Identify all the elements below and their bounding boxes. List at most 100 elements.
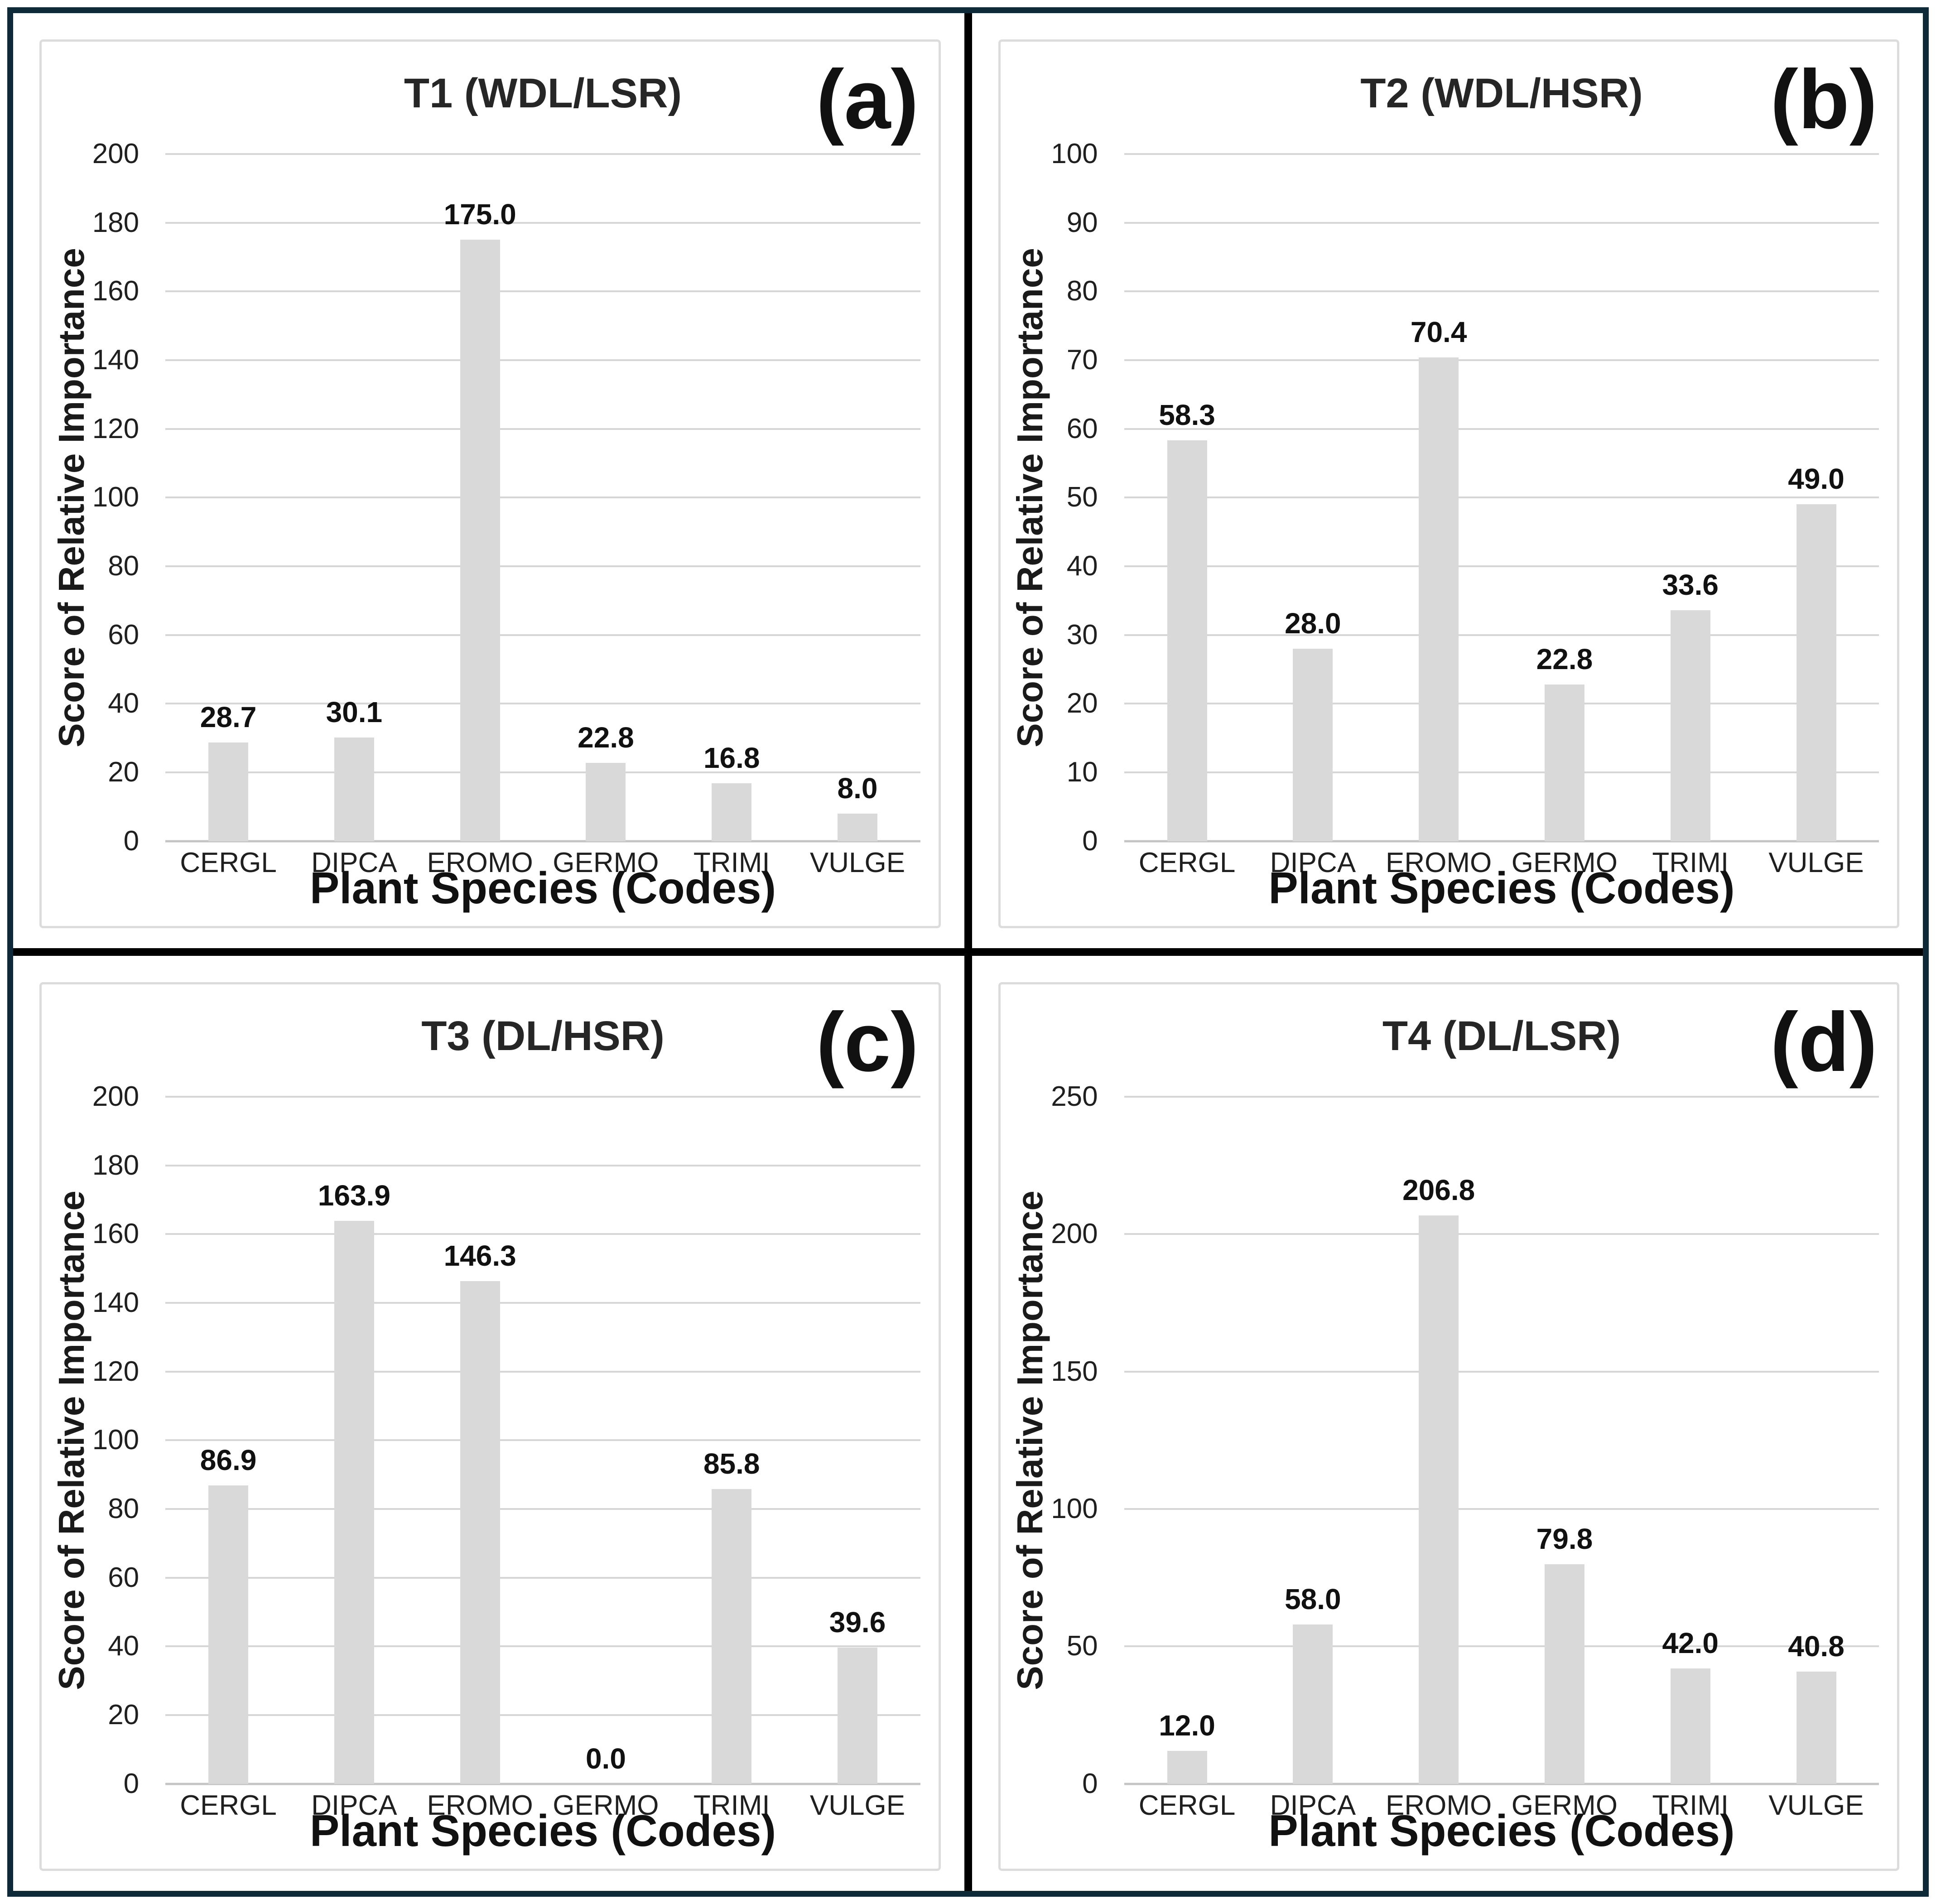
chart-panel-d: T4 (DL/LSR) (d) Score of Relative Import… <box>972 956 1923 1891</box>
x-axis-title: Plant Species (Codes) <box>1268 863 1735 913</box>
chart-panel-b: T2 (WDL/HSR) (b) Score of Relative Impor… <box>972 13 1923 948</box>
y-tick-label: 160 <box>92 275 140 307</box>
bar-vulge <box>838 813 878 841</box>
value-label-dipca: 163.9 <box>318 1179 390 1212</box>
value-label-trimi: 16.8 <box>703 742 760 775</box>
value-label-trimi: 42.0 <box>1662 1626 1719 1659</box>
plot-area: 0 50 100 150 200 250 12.0 CERGL 58.0 DIPCA 206.8 ER… <box>1051 1082 1879 1821</box>
plot-area: 0 20 40 60 80 100 120 140 160 180 200 28.7 CERGL 30.1… <box>92 140 920 878</box>
value-label-germo: 0.0 <box>585 1742 626 1775</box>
plot-area: 0 20 40 60 80 100 120 140 160 180 200 86.9 CERGL 163.… <box>92 1082 920 1821</box>
gridline <box>1124 1370 1879 1373</box>
y-tick-label: 40 <box>108 1630 140 1662</box>
y-tick-label: 100 <box>92 1424 140 1456</box>
gridline <box>1124 290 1879 293</box>
gridline <box>165 1370 920 1373</box>
gridline <box>165 359 920 361</box>
y-tick-label: 250 <box>1051 1080 1098 1112</box>
gridline <box>165 1576 920 1579</box>
chart-title: T4 (DL/LSR) <box>1382 1013 1621 1060</box>
y-tick-label: 20 <box>108 756 140 788</box>
bar-dipca <box>1293 1624 1333 1784</box>
bar-dipca <box>334 737 374 841</box>
y-tick-label: 200 <box>92 138 140 169</box>
x-tick-label-eromo: EROMO <box>1386 847 1492 878</box>
bar-trimi <box>712 783 752 841</box>
bar-cergl <box>1167 440 1207 841</box>
gridline <box>1124 222 1879 224</box>
panel-letter: (d) <box>1770 996 1878 1089</box>
bar-eromo <box>460 1281 500 1784</box>
bar-cergl <box>208 742 249 841</box>
x-tick-label-trimi: TRIMI <box>693 847 770 878</box>
bar-eromo <box>460 240 500 841</box>
y-tick-label: 30 <box>1066 619 1098 651</box>
x-tick-label-vulge: VULGE <box>1768 1789 1864 1821</box>
gridline <box>165 1645 920 1648</box>
x-tick-label-cergl: CERGL <box>1138 847 1236 878</box>
chart-box-a: T1 (WDL/LSR) (a) Score of Relative Impor… <box>39 39 941 928</box>
y-axis-title: Score of Relative Importance <box>1010 247 1050 747</box>
gridline <box>165 496 920 499</box>
value-label-germo: 22.8 <box>1536 642 1593 675</box>
gridline <box>165 1783 920 1785</box>
gridline <box>165 1714 920 1716</box>
chart-box-d: T4 (DL/LSR) (d) Score of Relative Import… <box>998 982 1899 1871</box>
x-tick-label-vulge: VULGE <box>809 1789 905 1821</box>
y-axis-title: Score of Relative Importance <box>51 1190 92 1690</box>
value-label-germo: 22.8 <box>578 721 634 754</box>
value-label-cergl: 12.0 <box>1159 1709 1215 1742</box>
value-label-vulge: 8.0 <box>837 771 878 805</box>
value-label-vulge: 49.0 <box>1788 463 1844 496</box>
y-tick-label: 140 <box>92 1287 140 1318</box>
bar-germo <box>1544 1564 1584 1784</box>
x-tick-label-germo: GERMO <box>1511 1789 1618 1821</box>
gridline <box>1124 565 1879 567</box>
x-tick-label-cergl: CERGL <box>180 1789 277 1821</box>
value-label-germo: 79.8 <box>1536 1523 1593 1556</box>
gridline <box>1124 359 1879 361</box>
chart-box-b: T2 (WDL/HSR) (b) Score of Relative Impor… <box>998 39 1899 928</box>
gridline <box>1124 1233 1879 1235</box>
y-tick-label: 200 <box>1051 1218 1098 1250</box>
chart-panel-c: T3 (DL/HSR) (c) Score of Relative Import… <box>13 956 964 1891</box>
x-tick-label-trimi: TRIMI <box>1652 847 1729 878</box>
x-tick-label-vulge: VULGE <box>809 847 905 878</box>
y-tick-label: 60 <box>1066 413 1098 444</box>
gridline <box>1124 428 1879 430</box>
y-tick-label: 0 <box>123 825 140 857</box>
gridline <box>165 222 920 224</box>
bar-germo <box>1544 684 1584 841</box>
panel-letter: (b) <box>1770 53 1878 147</box>
value-label-cergl: 58.3 <box>1159 399 1215 432</box>
value-label-trimi: 33.6 <box>1662 569 1719 601</box>
y-tick-label: 150 <box>1051 1355 1098 1387</box>
y-tick-label: 180 <box>92 207 140 238</box>
y-tick-label: 40 <box>1066 550 1098 582</box>
gridline <box>1124 496 1879 499</box>
x-tick-label-dipca: DIPCA <box>311 847 397 878</box>
x-tick-label-cergl: CERGL <box>1138 1789 1236 1821</box>
gridline <box>165 428 920 430</box>
plot-area: 0 10 20 30 40 50 60 70 80 90 100 58.3 CERGL 28.0 DIPCA… <box>1051 140 1879 878</box>
y-tick-label: 140 <box>92 344 140 376</box>
x-tick-label-eromo: EROMO <box>427 1789 533 1821</box>
y-tick-label: 50 <box>1066 482 1098 513</box>
gridline <box>165 565 920 567</box>
y-tick-label: 0 <box>1082 1768 1098 1799</box>
x-tick-label-germo: GERMO <box>1511 847 1618 878</box>
x-tick-label-cergl: CERGL <box>180 847 277 878</box>
y-tick-label: 160 <box>92 1218 140 1250</box>
gridline <box>1124 703 1879 705</box>
bar-cergl <box>208 1485 249 1784</box>
gridline <box>1124 840 1879 843</box>
bar-dipca <box>1293 648 1333 841</box>
y-tick-label: 40 <box>108 688 140 719</box>
y-tick-label: 0 <box>1082 825 1098 857</box>
chart-title: T2 (WDL/HSR) <box>1360 70 1643 117</box>
panel-letter: (c) <box>816 996 919 1089</box>
chart-title: T3 (DL/HSR) <box>421 1013 665 1060</box>
value-label-dipca: 58.0 <box>1285 1582 1341 1615</box>
y-tick-label: 10 <box>1066 756 1098 788</box>
